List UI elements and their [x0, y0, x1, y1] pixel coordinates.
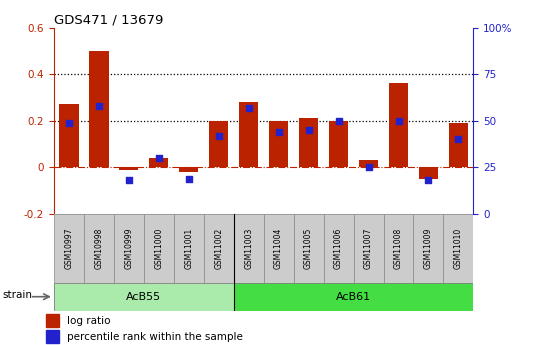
- Bar: [144, 214, 174, 283]
- Bar: [174, 214, 204, 283]
- Text: GSM11001: GSM11001: [184, 228, 193, 269]
- Point: [274, 129, 283, 135]
- Point: [305, 127, 313, 133]
- Point: [214, 133, 223, 138]
- Bar: [264, 214, 294, 283]
- Bar: [353, 214, 384, 283]
- Bar: [54, 283, 233, 310]
- Point: [124, 178, 133, 183]
- Bar: [419, 167, 438, 179]
- Text: GSM11003: GSM11003: [244, 228, 253, 269]
- Text: GSM11006: GSM11006: [334, 228, 343, 269]
- Point: [454, 137, 463, 142]
- Point: [394, 118, 403, 124]
- Bar: [204, 214, 233, 283]
- Bar: [149, 158, 168, 167]
- Text: GSM11008: GSM11008: [394, 228, 403, 269]
- Point: [65, 120, 73, 125]
- Bar: [239, 102, 258, 167]
- Bar: [84, 214, 114, 283]
- Bar: [119, 167, 138, 170]
- Point: [364, 165, 373, 170]
- Text: percentile rank within the sample: percentile rank within the sample: [67, 332, 243, 342]
- Bar: [449, 123, 468, 167]
- Point: [334, 118, 343, 124]
- Bar: [329, 121, 348, 167]
- Bar: [389, 83, 408, 167]
- Text: GSM11002: GSM11002: [214, 228, 223, 269]
- Text: GSM10997: GSM10997: [64, 228, 73, 269]
- Text: GSM11005: GSM11005: [304, 228, 313, 269]
- Bar: [46, 314, 59, 327]
- Bar: [414, 214, 443, 283]
- Bar: [269, 121, 288, 167]
- Text: GSM11009: GSM11009: [424, 228, 433, 269]
- Text: GSM11007: GSM11007: [364, 228, 373, 269]
- Point: [424, 178, 433, 183]
- Text: strain: strain: [3, 290, 33, 300]
- Text: GSM11004: GSM11004: [274, 228, 283, 269]
- Bar: [359, 160, 378, 167]
- Bar: [209, 121, 229, 167]
- Point: [154, 155, 163, 161]
- Bar: [384, 214, 414, 283]
- Bar: [233, 214, 264, 283]
- Text: GDS471 / 13679: GDS471 / 13679: [54, 13, 163, 27]
- Text: GSM10998: GSM10998: [94, 228, 103, 269]
- Bar: [59, 105, 79, 167]
- Text: AcB55: AcB55: [126, 292, 161, 302]
- Text: AcB61: AcB61: [336, 292, 371, 302]
- Text: GSM11000: GSM11000: [154, 228, 163, 269]
- Text: log ratio: log ratio: [67, 316, 111, 325]
- Bar: [89, 51, 109, 167]
- Bar: [443, 214, 473, 283]
- Bar: [294, 214, 323, 283]
- Point: [244, 105, 253, 110]
- Bar: [179, 167, 199, 172]
- Bar: [299, 118, 318, 167]
- Bar: [233, 283, 473, 310]
- Bar: [46, 330, 59, 343]
- Bar: [114, 214, 144, 283]
- Text: GSM10999: GSM10999: [124, 228, 133, 269]
- Bar: [54, 214, 84, 283]
- Bar: [323, 214, 353, 283]
- Point: [185, 176, 193, 181]
- Text: GSM11010: GSM11010: [454, 228, 463, 269]
- Point: [95, 103, 103, 109]
